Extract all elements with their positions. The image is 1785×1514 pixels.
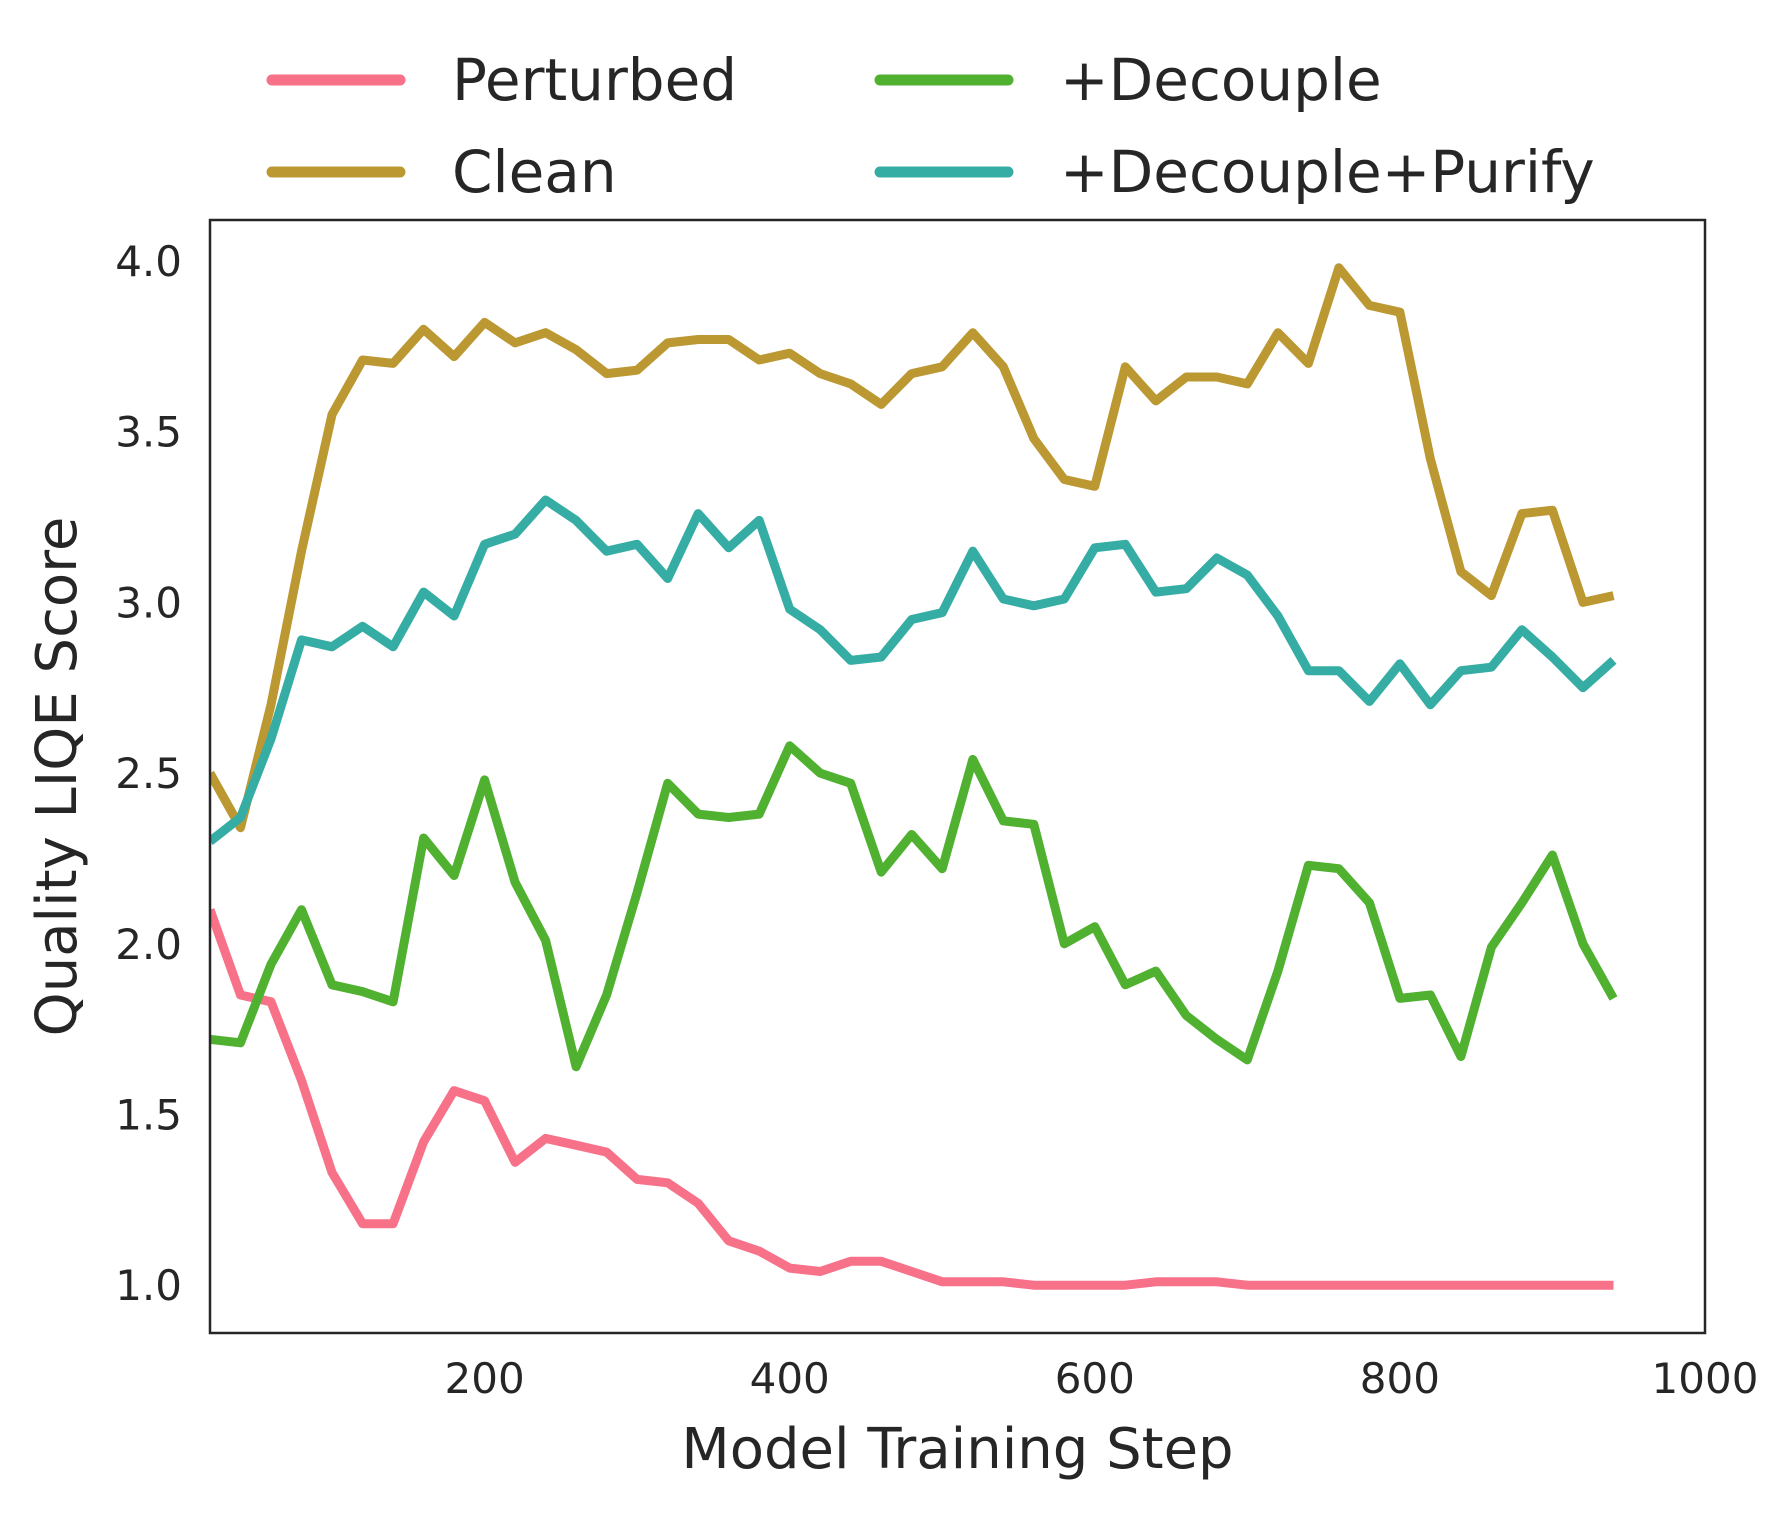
legend-item-perturbed: Perturbed [266,46,737,114]
series-layer [210,263,1618,1290]
y-tick-label: 3.0 [115,578,182,627]
x-tick-label: 1000 [1652,1354,1759,1403]
x-tick-label: 600 [1055,1354,1135,1403]
x-tick-label: 400 [750,1354,830,1403]
series-line-decouple-purify [210,495,1617,845]
x-axis-ticks: 200 400 600 800 1000 [445,1354,1759,1403]
legend-label: +Decouple [1060,46,1382,114]
legend-label: +Decouple+Purify [1060,138,1595,206]
legend-item-decouple-purify: +Decouple+Purify [874,138,1595,206]
x-tick-label: 200 [445,1354,525,1403]
legend-item-clean: Clean [266,138,617,206]
x-axis-title: Model Training Step [681,1417,1233,1482]
y-axis-ticks: 1.0 1.5 2.0 2.5 3.0 3.5 4.0 [115,237,182,1310]
series-line-perturbed [210,908,1614,1290]
series-line-decouple [210,741,1618,1072]
legend: Perturbed Clean +Decouple +Decouple+Purify [266,46,1595,206]
y-tick-label: 2.0 [115,920,182,969]
y-tick-label: 2.5 [115,749,182,798]
legend-label: Perturbed [452,46,737,114]
y-tick-label: 3.5 [115,408,182,457]
y-tick-label: 1.5 [115,1090,182,1139]
plot-area-frame [208,218,1707,1335]
legend-item-decouple: +Decouple [874,46,1382,114]
legend-label: Clean [452,138,617,206]
y-axis-title: Quality LIQE Score [25,517,90,1037]
series-line-clean [210,263,1615,833]
y-tick-label: 1.0 [115,1261,182,1310]
y-tick-label: 4.0 [115,237,182,286]
x-tick-label: 800 [1360,1354,1440,1403]
